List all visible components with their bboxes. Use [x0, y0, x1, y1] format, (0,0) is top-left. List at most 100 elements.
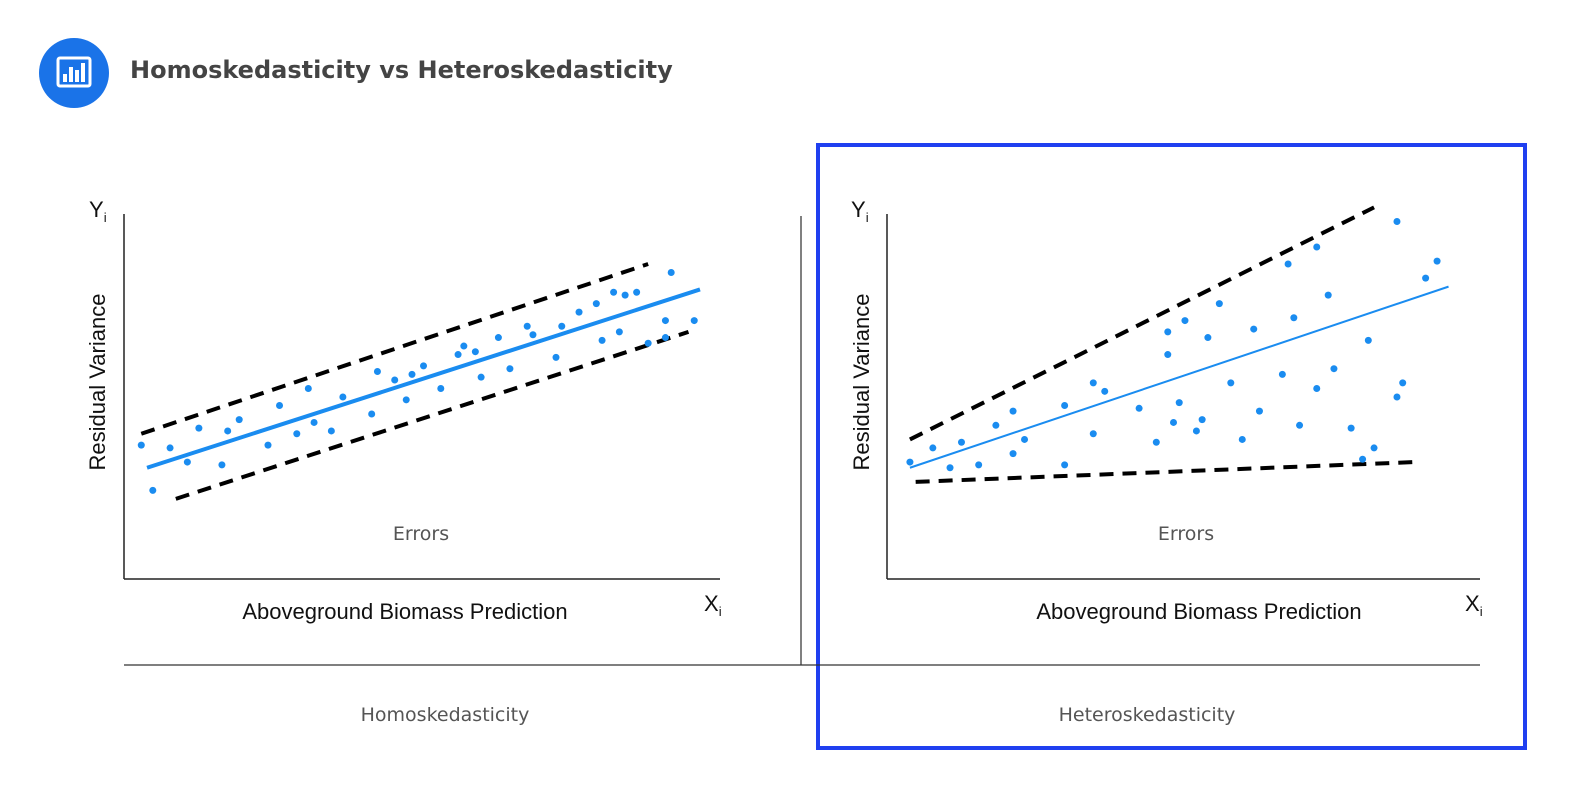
data-point	[523, 322, 531, 330]
data-point	[906, 458, 914, 466]
lower-bound-line	[915, 460, 1415, 484]
data-point	[1175, 399, 1183, 407]
data-point	[195, 424, 203, 432]
data-point	[1227, 379, 1235, 387]
y-axis-symbol: Yi	[851, 197, 869, 225]
data-point	[1089, 430, 1097, 438]
data-point	[218, 461, 226, 469]
data-point	[471, 348, 479, 356]
data-point	[1198, 416, 1206, 424]
data-point	[1192, 427, 1200, 435]
data-point	[1089, 379, 1097, 387]
data-point	[929, 444, 937, 452]
data-point	[149, 486, 157, 494]
x-axis-symbol: Xi	[704, 591, 722, 619]
regression-line	[909, 285, 1449, 469]
x-axis-symbol: Xi	[1465, 591, 1483, 619]
data-point	[304, 385, 312, 392]
data-point	[1164, 351, 1172, 359]
data-point	[946, 464, 954, 472]
data-point	[391, 376, 399, 384]
data-point	[1278, 370, 1286, 378]
chart-caption: Heteroskedasticity	[1059, 704, 1236, 726]
data-point	[1296, 421, 1304, 429]
data-point	[460, 342, 468, 350]
data-point	[690, 317, 698, 325]
data-point	[661, 317, 669, 325]
data-point	[1204, 334, 1212, 342]
data-point	[598, 336, 606, 344]
data-point	[529, 331, 537, 339]
data-point	[477, 373, 485, 381]
data-point	[975, 461, 983, 469]
data-point	[137, 441, 145, 449]
data-point	[552, 353, 560, 361]
data-point	[183, 458, 191, 466]
data-point	[575, 308, 583, 316]
lower-bound-line	[175, 329, 690, 501]
data-point	[1393, 218, 1401, 226]
bar-chart-icon	[39, 38, 109, 108]
data-point	[224, 427, 232, 435]
errors-annotation: Errors	[1158, 523, 1214, 545]
data-point	[1135, 404, 1143, 412]
data-point	[1393, 393, 1401, 401]
data-point	[1255, 407, 1263, 415]
data-point	[339, 393, 347, 401]
data-point	[1101, 387, 1109, 395]
regression-line	[146, 287, 701, 470]
data-point	[1152, 438, 1160, 446]
data-point	[1313, 243, 1321, 251]
data-point	[1284, 260, 1292, 268]
data-point	[506, 365, 514, 373]
data-point	[1370, 444, 1378, 452]
data-point	[166, 444, 174, 452]
data-point	[1170, 418, 1177, 426]
y-axis-label: Residual Variance	[85, 294, 110, 471]
homoskedasticity-chart: Yi Xi Residual Variance Aboveground Biom…	[85, 197, 722, 726]
data-point	[1181, 317, 1189, 325]
upper-bound-line	[140, 262, 649, 436]
data-point	[957, 438, 965, 446]
data-point	[1238, 435, 1246, 443]
x-axis-label: Aboveground Biomass Prediction	[242, 599, 567, 624]
data-point	[1250, 325, 1258, 333]
upper-bound-line	[909, 205, 1375, 442]
data-point	[592, 300, 600, 308]
data-point	[644, 339, 652, 347]
data-point	[621, 291, 629, 299]
data-point	[235, 416, 243, 424]
data-point	[1313, 385, 1321, 392]
data-point	[1215, 300, 1223, 308]
data-point	[1061, 401, 1069, 409]
data-point	[454, 351, 462, 359]
data-point	[402, 396, 410, 404]
data-point	[1061, 461, 1069, 469]
data-point	[293, 430, 301, 438]
data-point	[1364, 336, 1372, 344]
data-point	[1290, 314, 1298, 322]
data-point	[368, 410, 376, 418]
data-point	[661, 334, 669, 342]
data-point	[408, 370, 416, 378]
data-point	[1347, 424, 1355, 432]
data-point	[1164, 328, 1172, 336]
data-point	[1433, 257, 1441, 265]
data-point	[1330, 365, 1338, 373]
data-point	[437, 385, 445, 392]
chart-caption: Homoskedasticity	[361, 704, 530, 726]
data-point	[494, 334, 502, 342]
data-point	[667, 268, 675, 276]
highlight-frame	[816, 143, 1527, 750]
data-point	[558, 322, 566, 330]
x-axis-label: Aboveground Biomass Prediction	[1036, 599, 1361, 624]
data-point	[310, 418, 318, 426]
errors-annotation: Errors	[393, 523, 449, 545]
data-point	[1399, 379, 1407, 387]
data-point	[610, 288, 618, 296]
data-point	[633, 288, 641, 296]
data-point	[264, 441, 272, 449]
data-point	[1422, 274, 1430, 282]
data-point	[1359, 455, 1367, 463]
